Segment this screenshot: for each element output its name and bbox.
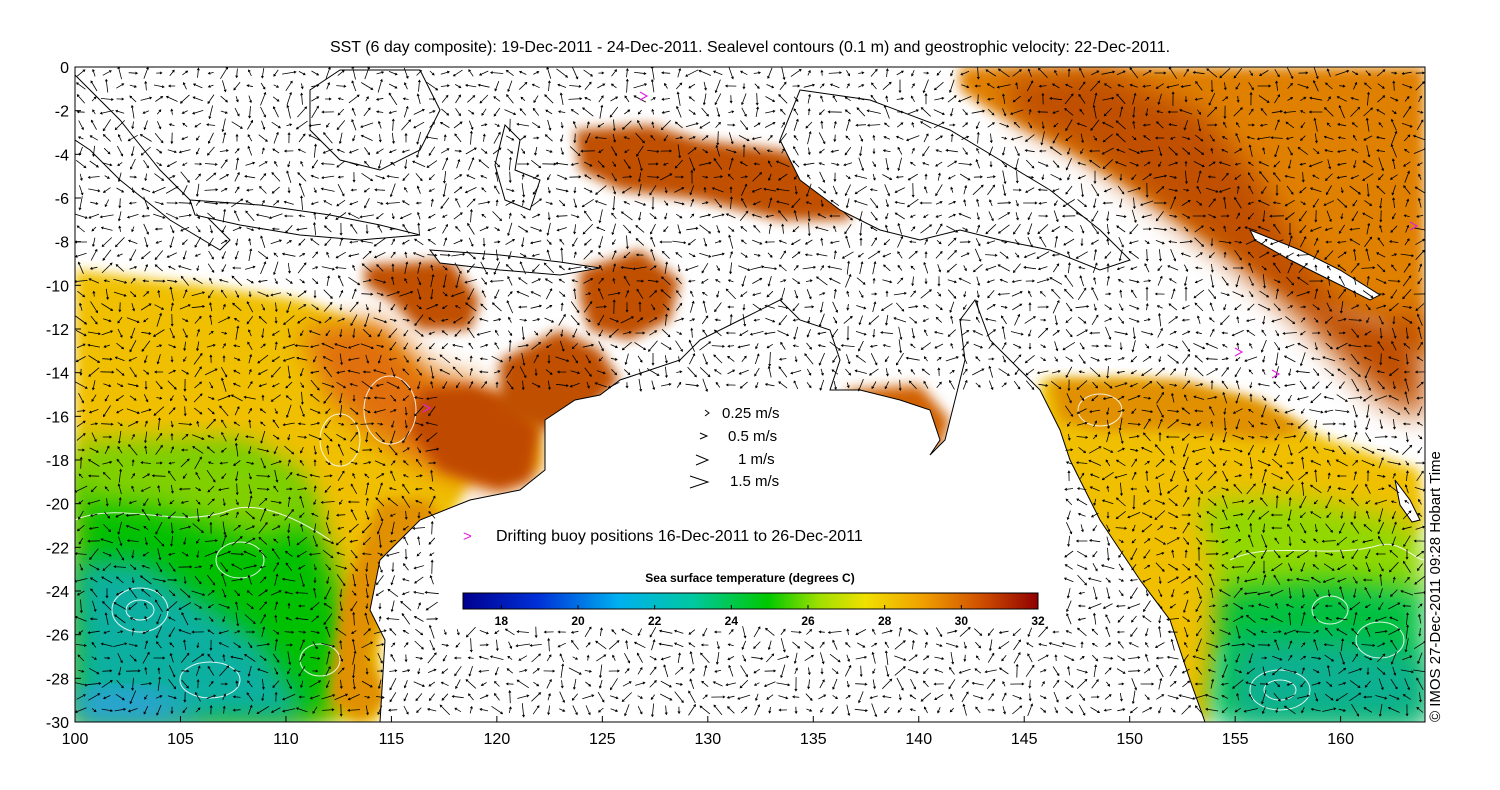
buoy-marker: [639, 91, 649, 101]
buoy-legend-label: Drifting buoy positions 16-Dec-2011 to 2…: [496, 528, 863, 545]
colorbar-tick-label: 24: [725, 614, 739, 628]
colorbar-tick-label: 30: [955, 614, 969, 628]
new-guinea-land: [779, 89, 1131, 271]
colorbar-tick-label: 20: [571, 614, 585, 628]
colorbar-gradient: [462, 592, 1039, 610]
y-tick-label: -14: [46, 366, 69, 383]
buoy-marker: [422, 403, 432, 413]
y-tick-label: -28: [46, 671, 69, 688]
buoy-legend: > Drifting buoy positions 16-Dec-2011 to…: [463, 528, 863, 545]
x-axis: 100 105 110 115 120 125 130 135 140 145 150 155 160: [62, 716, 1354, 748]
y-tick-label: -10: [46, 278, 69, 295]
colorbar-ticks: 18 20 22 24 26 28 30 32: [495, 605, 1045, 628]
buoy-legend-symbol: >: [463, 528, 472, 545]
sst-field-west: [75, 270, 540, 722]
colorbar-tick-label: 22: [648, 614, 662, 628]
velocity-arrow-field: [75, 67, 1425, 718]
sumatra-land: [75, 74, 231, 251]
y-tick-label: -16: [46, 409, 69, 426]
y-tick-label: -6: [55, 191, 69, 208]
x-tick-label: 110: [273, 731, 299, 748]
buoy-marker: [1234, 347, 1244, 357]
y-tick-label: -4: [55, 147, 69, 164]
buoy-marker: [1271, 369, 1281, 379]
colorbar-tick-label: 26: [801, 614, 815, 628]
colorbar: Sea surface temperature (degrees C) 18 20…: [462, 571, 1045, 628]
map-area: [75, 67, 1425, 722]
y-tick-label: -22: [46, 540, 69, 557]
new-caledonia-land: [1394, 479, 1421, 523]
colorbar-title: Sea surface temperature (degrees C): [645, 571, 854, 585]
y-tick-label: -12: [46, 322, 69, 339]
australia-land: [369, 298, 1206, 722]
velocity-arrow-0.5: [699, 432, 709, 440]
y-tick-label: -26: [46, 628, 69, 645]
sealevel-contours: [75, 375, 1425, 711]
x-tick-label: 130: [694, 731, 721, 748]
x-tick-label: 120: [484, 731, 511, 748]
velocity-legend: 0.25 m/s 0.5 m/s 1 m/s 1.5 m/s: [689, 405, 780, 490]
x-tick-label: 115: [379, 731, 405, 748]
velocity-arrows: [75, 67, 1425, 718]
colorbar-tick-label: 32: [1031, 614, 1045, 628]
x-tick-label: 135: [800, 731, 827, 748]
colorbar-tick-label: 28: [878, 614, 892, 628]
velocity-arrow-1.5: [689, 475, 710, 489]
y-tick-label: -30: [46, 715, 69, 732]
y-axis: 0 -2 -4 -6 -8 -10 -12 -14 -16 -18 -20 -22 -24 -26 -28 -…: [46, 60, 81, 732]
x-tick-label: 155: [1222, 731, 1249, 748]
y-tick-label: 0: [60, 60, 69, 77]
axes-frame: [74, 66, 1426, 723]
y-tick-label: -24: [46, 584, 69, 601]
java-land: [189, 199, 421, 241]
velocity-label-0.25: 0.25 m/s: [722, 405, 780, 422]
x-tick-label: 125: [589, 731, 616, 748]
y-tick-label: -20: [46, 497, 69, 514]
x-tick-label: 145: [1011, 731, 1038, 748]
credit-text: © IMOS 27-Dec-2011 09:28 Hobart Time: [1427, 451, 1444, 722]
x-tick-label: 160: [1327, 731, 1354, 748]
velocity-label-1: 1 m/s: [738, 451, 775, 468]
velocity-arrow-0.25: [704, 409, 710, 417]
land-masses: [75, 69, 1421, 722]
y-tick-label: -8: [55, 235, 69, 252]
figure-title: SST (6 day composite): 19-Dec-2011 - 24-…: [330, 39, 1170, 56]
velocity-label-1.5: 1.5 m/s: [730, 473, 779, 490]
buoy-marker: [1409, 221, 1419, 231]
velocity-label-0.5: 0.5 m/s: [728, 428, 777, 445]
x-tick-label: 100: [62, 731, 89, 748]
x-tick-label: 105: [167, 731, 194, 748]
y-tick-label: -18: [46, 453, 69, 470]
velocity-arrow-1: [695, 454, 710, 466]
x-tick-label: 140: [905, 731, 932, 748]
x-tick-label: 150: [1116, 731, 1143, 748]
colorbar-tick-label: 18: [495, 614, 509, 628]
solomon-islands-land: [1248, 229, 1382, 301]
borneo-land: [309, 69, 441, 171]
y-tick-label: -2: [55, 104, 69, 121]
buoy-markers: [422, 91, 1419, 413]
